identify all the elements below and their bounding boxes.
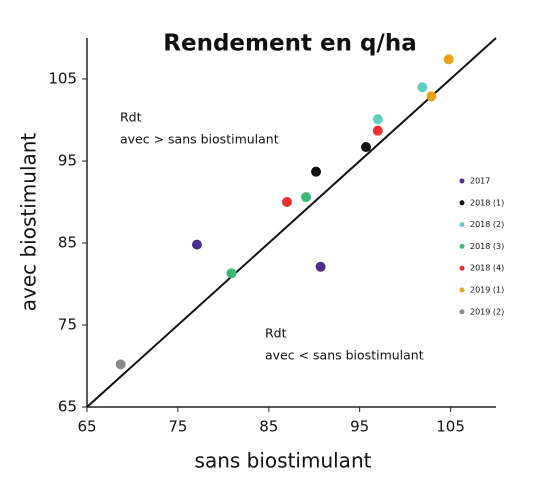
legend-label: 2019 (2) [470,307,504,316]
legend-marker [459,178,465,184]
x-tick-label: 105 [436,418,465,436]
x-tick-label: 75 [168,418,187,436]
legend-marker [459,243,465,249]
data-point [115,359,126,370]
annotation: avec < sans biostimulant [265,348,424,363]
annotation: Rdt [265,326,287,341]
annotation: avec > sans biostimulant [120,132,279,147]
legend-marker [459,222,465,228]
legend-label: 2018 (3) [470,242,504,251]
data-point [226,268,237,279]
y-tick-label: 105 [48,70,77,88]
x-tick-label: 95 [350,418,369,436]
legend-marker [459,287,465,293]
legend-label: 2018 (2) [470,220,504,229]
legend-label: 2019 (1) [470,286,504,295]
data-point [315,261,326,272]
legend-marker [459,265,465,271]
y-tick-label: 65 [58,398,77,416]
data-point [301,192,312,203]
y-tick-label: 85 [58,234,77,252]
x-tick-label: 85 [259,418,278,436]
data-point [443,54,454,65]
annotation: Rdt [120,110,142,125]
legend-label: 2018 (1) [470,198,504,207]
chart-title: Rendement en q/ha [163,31,416,57]
data-point [311,166,322,177]
y-tick-label: 75 [58,316,77,334]
legend-label: 2018 (4) [470,264,504,273]
data-point [426,91,437,102]
y-tick-label: 95 [58,152,77,170]
legend-marker [459,309,465,315]
data-point [372,125,383,136]
data-point [281,197,292,207]
x-tick-label: 65 [77,418,96,436]
data-point [372,114,383,125]
data-point [361,142,372,153]
x-axis-label: sans biostimulant [195,449,372,473]
y-axis-label: avec biostimulant [17,133,41,312]
data-point [191,239,202,250]
legend-marker [459,200,465,206]
legend-label: 2017 [470,177,490,186]
data-point [417,82,428,93]
